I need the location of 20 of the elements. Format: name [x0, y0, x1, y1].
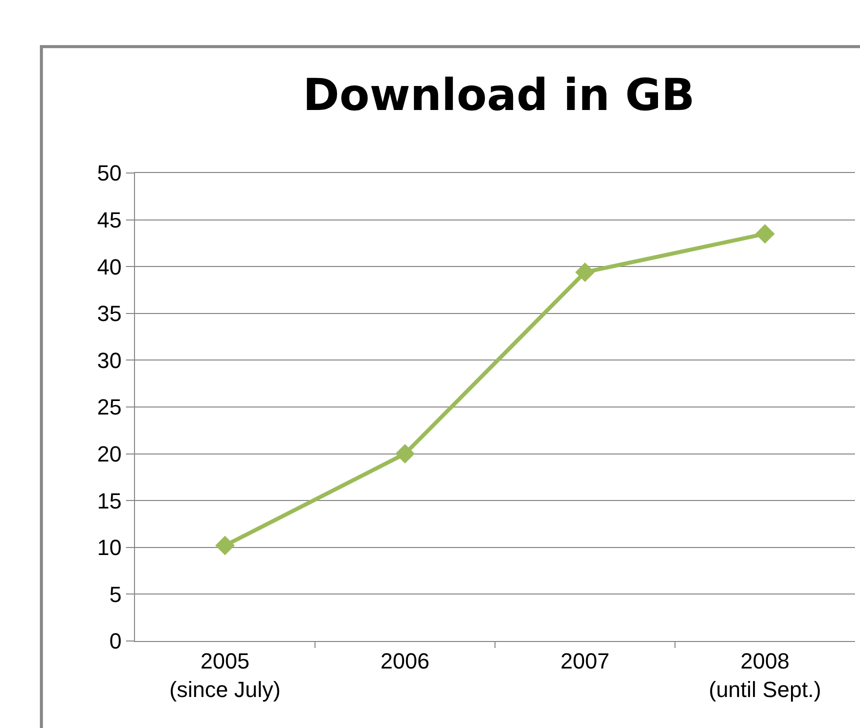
- point: [575, 262, 595, 282]
- y-tick-label: 50: [97, 160, 122, 186]
- point: [755, 224, 775, 244]
- point: [395, 444, 415, 464]
- y-tick-label: 40: [97, 254, 122, 280]
- y-tick-label: 0: [109, 628, 122, 654]
- x-tick-label: 2006: [380, 648, 430, 674]
- x-tick-label: 2007: [560, 648, 610, 674]
- y-tick-label: 5: [109, 582, 122, 607]
- x-tick-label: 2005 (since July): [169, 648, 281, 702]
- y-tick-label: 10: [97, 535, 122, 560]
- point: [215, 536, 235, 556]
- y-tick-label: 25: [97, 394, 122, 420]
- y-tick-label: 45: [97, 208, 122, 232]
- chart-title: Download in GB: [302, 70, 695, 122]
- y-tick-label: 30: [97, 348, 122, 373]
- y-tick-label: 20: [97, 442, 122, 466]
- x-tick-label: 2008 (until Sept.): [708, 648, 822, 702]
- y-tick-label: 15: [97, 488, 122, 514]
- y-tick-label: 35: [97, 301, 122, 326]
